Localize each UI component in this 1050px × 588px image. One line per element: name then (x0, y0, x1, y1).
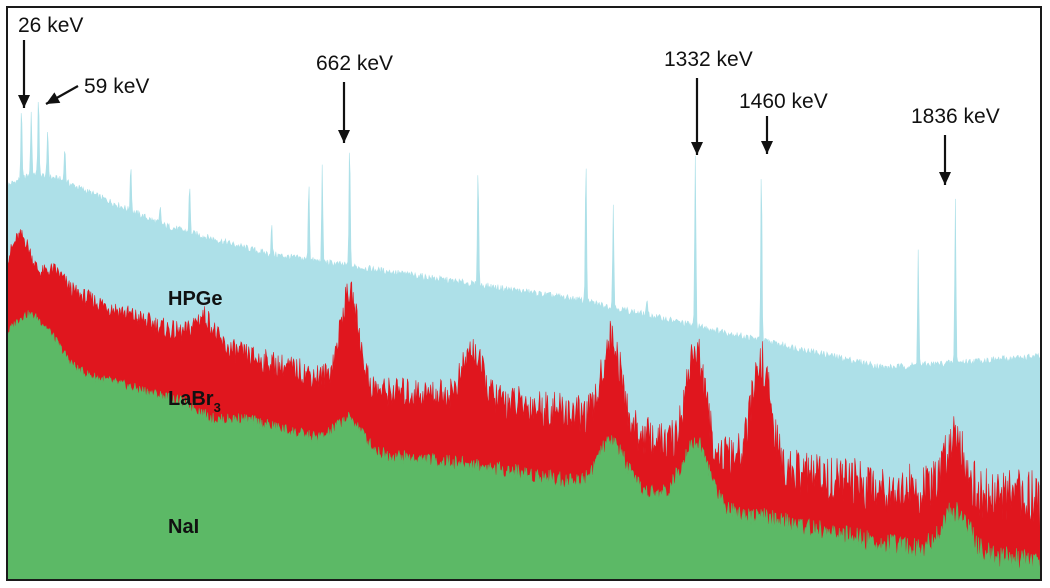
peak-labels: 26 keV 59 keV 662 keV 1332 keV 1460 keV 1836 … (18, 14, 1000, 128)
series-labels: HPGe LaBr3 NaI (168, 288, 222, 538)
series-label-hpge: HPGe (168, 288, 222, 310)
peak-arrows (18, 40, 951, 185)
chart-frame: 26 keV 59 keV 662 keV 1332 keV 1460 keV 1836 … (6, 6, 1042, 581)
peak-label-59-kev: 59 keV (84, 75, 149, 98)
series-area-nai (8, 310, 1040, 579)
series-areas (8, 101, 1040, 579)
series-label-nai: NaI (168, 516, 199, 538)
arrow-head-59-kev (46, 92, 61, 104)
peak-label-1460-kev: 1460 keV (739, 90, 828, 113)
arrow-head-1332-kev (691, 142, 703, 155)
series-label-labr3-main: LaBr (168, 388, 214, 410)
arrow-head-1460-kev (761, 141, 773, 154)
peak-label-1332-kev: 1332 keV (664, 48, 753, 71)
series-label-labr3: LaBr3 (168, 388, 221, 415)
peak-label-1836-kev: 1836 keV (911, 105, 1000, 128)
arrow-head-1836-kev (939, 172, 951, 185)
peak-label-26-kev: 26 keV (18, 14, 83, 37)
arrow-head-26-kev (18, 95, 30, 108)
spectrum-chart: 26 keV 59 keV 662 keV 1332 keV 1460 keV 1836 … (8, 14, 1040, 579)
series-label-labr3-sub: 3 (214, 400, 221, 415)
peak-label-662-kev: 662 keV (316, 52, 393, 75)
arrow-head-662-kev (338, 130, 350, 143)
